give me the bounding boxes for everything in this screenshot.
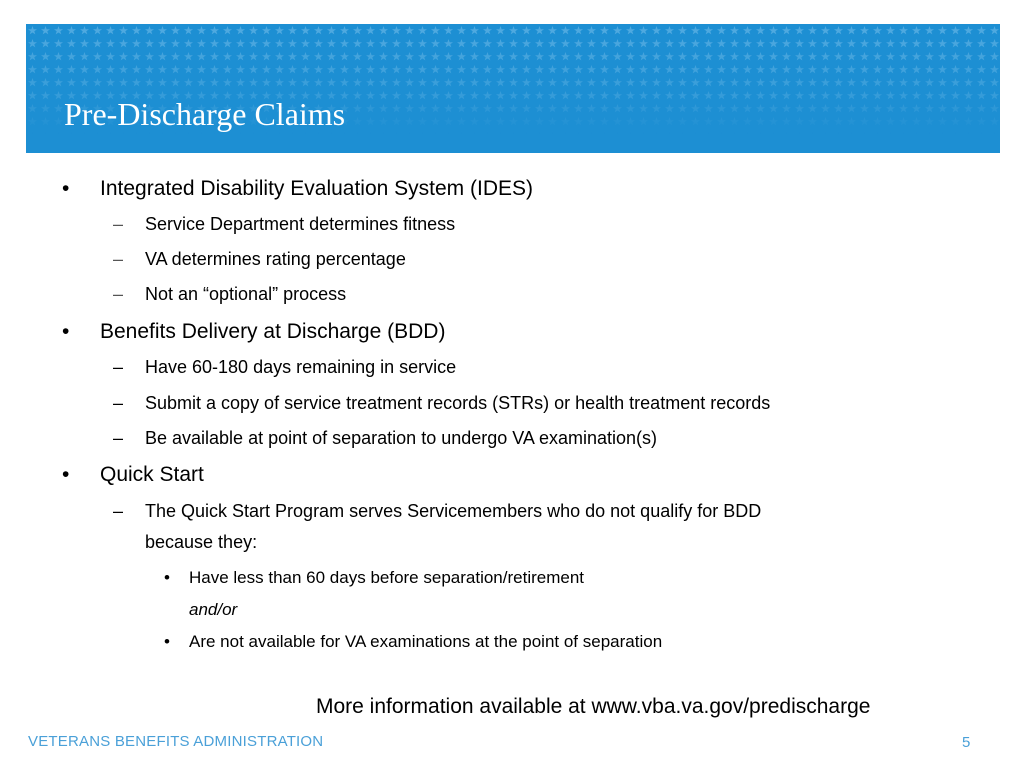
dash-marker: – [113, 428, 124, 448]
dash-marker: – [113, 357, 124, 377]
dash-marker: – [113, 284, 124, 304]
footer-organization: VETERANS BENEFITS ADMINISTRATION [28, 733, 324, 750]
slide-title: Pre-Discharge Claims [64, 96, 346, 132]
dash-marker: – [113, 393, 124, 413]
title-banner: Pre-Discharge Claims [26, 24, 1000, 153]
dash-marker: – [113, 249, 124, 269]
subitem-bdd-1: Have 60-180 days remaining in service [145, 357, 457, 377]
subitem-bdd-3: Be available at point of separation to u… [145, 428, 657, 448]
page-number: 5 [962, 734, 971, 751]
subitem-ides-2: VA determines rating percentage [145, 249, 406, 269]
subitem-quick-start-1: The Quick Start Program serves Serviceme… [145, 501, 762, 521]
subitem-bdd-2: Submit a copy of service treatment recor… [145, 393, 771, 413]
star-pattern [26, 24, 1000, 153]
subitem-quick-start-1-cont: because they: [145, 532, 258, 552]
bullet-bdd: Benefits Delivery at Discharge (BDD) [100, 320, 446, 343]
more-info-text: More information available at www.vba.va… [316, 695, 871, 718]
bullet-ides: Integrated Disability Evaluation System … [100, 177, 534, 200]
bullet-marker: • [164, 632, 170, 651]
subitem-ides-1: Service Department determines fitness [145, 214, 456, 234]
subsubitem-quick-start-2: Are not available for VA examinations at… [189, 632, 663, 651]
dash-marker: – [113, 501, 124, 521]
subsubitem-connector: and/or [189, 600, 238, 619]
bullet-marker: • [62, 320, 70, 343]
subsubitem-quick-start-1: Have less than 60 days before separation… [189, 568, 585, 587]
bullet-marker: • [62, 177, 70, 200]
dash-marker: – [113, 214, 124, 234]
bullet-marker: • [62, 463, 70, 486]
subitem-ides-3: Not an “optional” process [145, 284, 347, 304]
bullet-marker: • [164, 568, 170, 587]
bullet-quick-start: Quick Start [100, 463, 204, 486]
